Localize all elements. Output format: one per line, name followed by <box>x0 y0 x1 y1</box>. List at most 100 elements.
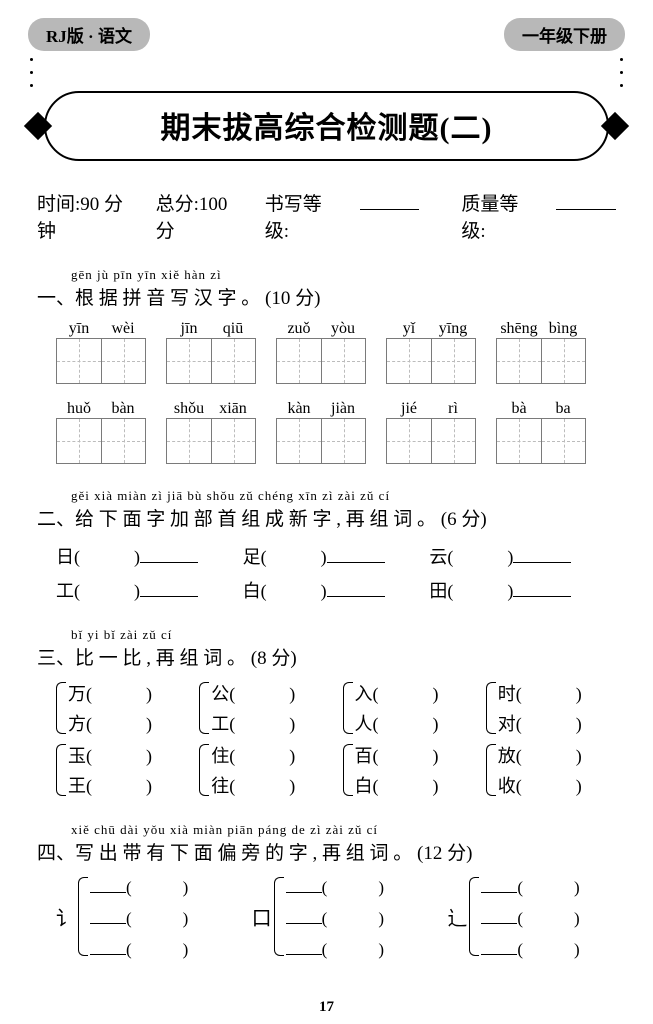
brace-icon <box>56 682 66 734</box>
ex3-char: 工 <box>211 714 229 734</box>
char-box[interactable] <box>211 339 255 383</box>
paren: ( ) <box>126 873 188 898</box>
ex3-item: 住( ) <box>211 742 336 768</box>
grade-pill: 一年级下册 <box>504 18 625 51</box>
paren: ( ) <box>517 904 579 929</box>
char-box-pair[interactable] <box>166 418 256 464</box>
ex2-item: 白( ) <box>243 577 430 603</box>
pinyin-syllable: bàn <box>101 400 145 418</box>
sec3-title: 三、比 一 比 , 再 组 词 。 (8 分) <box>37 643 616 670</box>
title-banner: 期末拔高综合检测题(二) <box>28 91 625 161</box>
ex3-char: 入 <box>355 684 373 704</box>
writing-grade-label: 书写等级: <box>265 189 346 243</box>
ex2-char: 工 <box>56 577 74 603</box>
ex4-line: ( ) <box>90 935 188 960</box>
char-blank[interactable] <box>286 875 322 893</box>
ex3-pair: 时( )对( ) <box>486 680 623 736</box>
ex3-item: 玉( ) <box>68 742 193 768</box>
pinyin-syllable: yòu <box>321 320 365 338</box>
ex2-item: 云( ) <box>429 543 616 569</box>
ex3-pair: 万( )方( ) <box>56 680 193 736</box>
ex3-pair: 百( ) 白( ) <box>343 742 480 798</box>
sec2-title: 二、给 下 面 字 加 部 首 组 成 新 字 , 再 组 词 。 (6 分) <box>37 504 616 531</box>
char-box-pair[interactable] <box>496 418 586 464</box>
ex3-item: 白( ) <box>355 772 480 798</box>
ex3-char: 人 <box>355 714 373 734</box>
char-box[interactable] <box>431 419 475 463</box>
pinyin-syllable: zuǒ <box>277 320 321 338</box>
sec3-pinyin: bǐ yi bǐ zài zǔ cí <box>71 627 616 643</box>
char-blank[interactable] <box>90 875 126 893</box>
char-box[interactable] <box>57 419 101 463</box>
char-box[interactable] <box>101 419 145 463</box>
brace-icon <box>343 744 353 796</box>
pinyin-group: bàba <box>496 400 586 464</box>
pinyin-group: yīnwèi <box>56 320 146 384</box>
char-box-pair[interactable] <box>496 338 586 384</box>
char-box[interactable] <box>57 339 101 383</box>
char-blank[interactable] <box>481 937 517 955</box>
ex2-char: 白 <box>243 577 261 603</box>
char-box-pair[interactable] <box>166 338 256 384</box>
char-blank[interactable] <box>90 906 126 924</box>
char-box[interactable] <box>321 419 365 463</box>
char-box[interactable] <box>167 339 211 383</box>
ex2-item: 日( ) <box>56 543 243 569</box>
char-blank[interactable] <box>481 906 517 924</box>
char-box[interactable] <box>387 419 431 463</box>
writing-grade-blank[interactable] <box>360 191 420 210</box>
char-blank[interactable] <box>90 937 126 955</box>
answer-blank[interactable] <box>327 577 385 597</box>
char-box[interactable] <box>277 419 321 463</box>
char-box[interactable] <box>211 419 255 463</box>
answer-blank[interactable] <box>513 577 571 597</box>
ex3-item: 放( ) <box>498 742 623 768</box>
ex3-item: 入( ) <box>355 680 480 706</box>
brace-icon <box>199 682 209 734</box>
ex4-line: ( ) <box>481 904 579 929</box>
answer-blank[interactable] <box>140 577 198 597</box>
ex3-item: 王( ) <box>68 772 193 798</box>
ex3-char: 玉 <box>68 746 86 766</box>
char-box-pair[interactable] <box>56 418 146 464</box>
paren: ( ) <box>373 746 439 766</box>
paren: ( ) <box>229 776 295 796</box>
ex3-item: 百( ) <box>355 742 480 768</box>
pinyin-syllable: bà <box>497 400 541 418</box>
answer-blank[interactable] <box>140 543 198 563</box>
char-box[interactable] <box>431 339 475 383</box>
ex3-item: 往( ) <box>211 772 336 798</box>
ex2-char: 足 <box>243 543 261 569</box>
paren: ( ) <box>322 935 384 960</box>
ex3-item: 万( ) <box>68 680 193 706</box>
char-blank[interactable] <box>481 875 517 893</box>
quality-grade-blank[interactable] <box>556 191 616 210</box>
char-box[interactable] <box>497 419 541 463</box>
char-box-pair[interactable] <box>276 418 366 464</box>
char-box[interactable] <box>101 339 145 383</box>
answer-blank[interactable] <box>513 543 571 563</box>
ex4-line: ( ) <box>481 935 579 960</box>
char-box[interactable] <box>497 339 541 383</box>
char-blank[interactable] <box>286 937 322 955</box>
char-blank[interactable] <box>286 906 322 924</box>
char-box[interactable] <box>541 419 585 463</box>
char-box[interactable] <box>277 339 321 383</box>
brace-icon <box>486 682 496 734</box>
char-box-pair[interactable] <box>56 338 146 384</box>
char-box-pair[interactable] <box>386 338 476 384</box>
sec4-title: 四、写 出 带 有 下 面 偏 旁 的 字 , 再 组 词 。 (12 分) <box>37 838 616 865</box>
sec4-wrap: 讠( )( )( )口( )( )( )辶( )( )( ) <box>56 873 623 960</box>
paren: ( ) <box>74 543 140 569</box>
char-box[interactable] <box>167 419 211 463</box>
ex3-char: 白 <box>355 776 373 796</box>
char-box[interactable] <box>387 339 431 383</box>
brace-icon <box>469 877 479 956</box>
answer-blank[interactable] <box>327 543 385 563</box>
ex4-line: ( ) <box>286 904 384 929</box>
char-box-pair[interactable] <box>276 338 366 384</box>
char-box-pair[interactable] <box>386 418 476 464</box>
char-box[interactable] <box>541 339 585 383</box>
radical-char: 讠 <box>56 902 78 931</box>
char-box[interactable] <box>321 339 365 383</box>
